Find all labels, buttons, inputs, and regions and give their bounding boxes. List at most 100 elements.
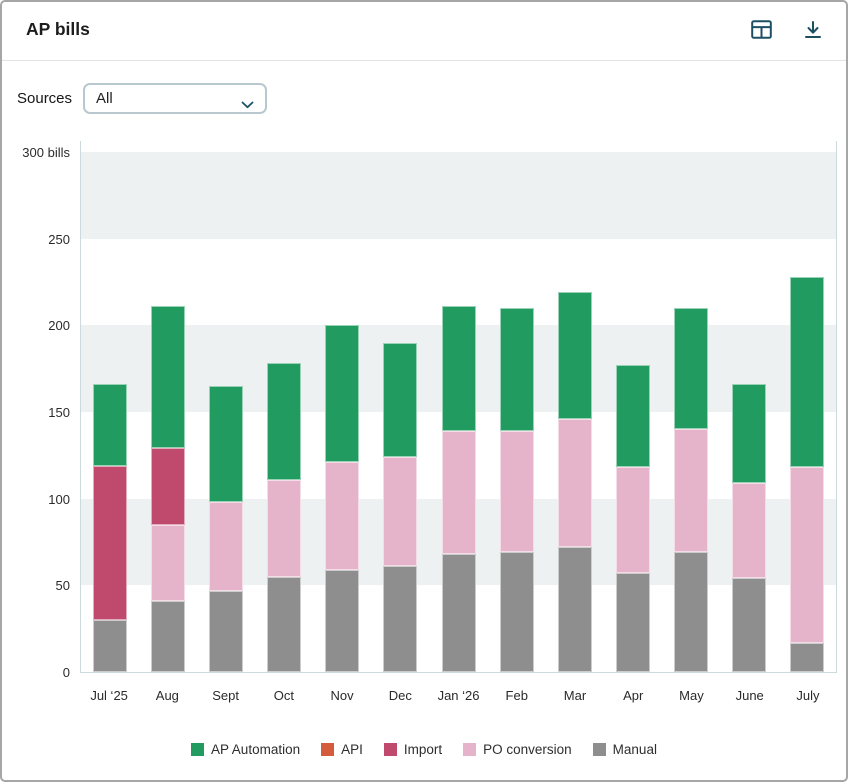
bar-stack-aug[interactable] xyxy=(151,306,186,672)
bar-segment-manual[interactable] xyxy=(789,642,824,672)
bar-segment-manual[interactable] xyxy=(151,600,186,672)
x-tick-label: Jul ‘25 xyxy=(90,688,128,703)
y-tick-label: 150 xyxy=(48,405,70,421)
bar-segment-manual[interactable] xyxy=(441,554,476,672)
sources-select[interactable]: All xyxy=(83,83,268,114)
bar-segment-manual[interactable] xyxy=(325,569,360,672)
bar-segment-import[interactable] xyxy=(93,465,128,621)
bar-segment-po-conversion[interactable] xyxy=(209,502,244,591)
bar-segment-po-conversion[interactable] xyxy=(731,483,766,579)
sources-label: Sources xyxy=(17,90,73,107)
bar-segment-po-conversion[interactable] xyxy=(673,429,708,553)
bar-segment-manual[interactable] xyxy=(615,573,650,672)
bar-segment-ap-automation[interactable] xyxy=(673,308,708,430)
bar-segment-ap-automation[interactable] xyxy=(325,325,360,463)
table-view-icon xyxy=(750,20,772,42)
bar-segment-po-conversion[interactable] xyxy=(383,457,418,567)
bar-slot xyxy=(255,142,313,672)
y-tick-label: 100 xyxy=(48,491,70,507)
bar-slot xyxy=(546,142,604,672)
legend-label: Manual xyxy=(612,742,657,757)
bar-segment-po-conversion[interactable] xyxy=(151,524,186,601)
x-tick-label: Feb xyxy=(505,688,528,703)
bar-segment-po-conversion[interactable] xyxy=(325,462,360,570)
legend-swatch xyxy=(383,743,397,756)
bar-segment-manual[interactable] xyxy=(93,620,128,672)
bar-stack-oct[interactable] xyxy=(267,363,302,672)
bar-segment-manual[interactable] xyxy=(209,590,244,672)
bar-segment-po-conversion[interactable] xyxy=(557,418,592,548)
bar-stack-dec[interactable] xyxy=(383,342,418,672)
header-actions xyxy=(750,20,824,42)
chart-legend: AP Automation API Import PO conversion Manua… xyxy=(2,742,846,757)
legend-item-ap-automation[interactable]: AP Automation xyxy=(191,742,300,757)
bar-stack-may[interactable] xyxy=(673,308,708,672)
bar-segment-manual[interactable] xyxy=(557,547,592,672)
bar-segment-ap-automation[interactable] xyxy=(441,306,476,432)
legend-label: AP Automation xyxy=(211,742,301,757)
bar-segment-ap-automation[interactable] xyxy=(731,384,766,484)
bar-segment-ap-automation[interactable] xyxy=(93,384,128,466)
legend-item-api[interactable]: API xyxy=(321,742,363,757)
table-view-button[interactable] xyxy=(750,20,772,42)
sources-filter: Sources All xyxy=(17,83,268,114)
bar-segment-import[interactable] xyxy=(151,448,186,525)
download-button[interactable] xyxy=(802,20,824,42)
bar-segment-ap-automation[interactable] xyxy=(151,306,186,449)
bar-segment-po-conversion[interactable] xyxy=(267,479,302,577)
bar-stack-sept[interactable] xyxy=(209,386,244,672)
bar-slot xyxy=(488,142,546,672)
bar-segment-manual[interactable] xyxy=(383,566,418,672)
chevron-down-icon xyxy=(241,96,254,114)
bar-segment-ap-automation[interactable] xyxy=(557,292,592,419)
x-tick-label: Oct xyxy=(273,688,294,703)
x-tick-label: June xyxy=(735,688,764,703)
x-tick-label: Nov xyxy=(330,688,354,703)
bar-segment-manual[interactable] xyxy=(267,576,302,672)
sources-select-value: All xyxy=(96,90,113,107)
bars-row xyxy=(81,142,836,672)
y-tick-label: 200 xyxy=(48,318,70,334)
bar-stack-feb[interactable] xyxy=(499,308,534,672)
bar-segment-manual[interactable] xyxy=(731,578,766,672)
bar-segment-po-conversion[interactable] xyxy=(615,467,650,574)
bar-segment-manual[interactable] xyxy=(499,552,534,672)
x-tick-label: Sept xyxy=(212,688,239,703)
bar-segment-ap-automation[interactable] xyxy=(789,276,824,468)
bar-segment-po-conversion[interactable] xyxy=(441,431,476,555)
bar-segment-ap-automation[interactable] xyxy=(209,386,244,503)
bar-segment-po-conversion[interactable] xyxy=(789,467,824,643)
bar-segment-manual[interactable] xyxy=(673,552,708,672)
bar-segment-po-conversion[interactable] xyxy=(499,431,534,553)
page-title: AP bills xyxy=(26,19,90,39)
x-axis: Jul ‘25 Aug Sept Oct Nov Dec Jan ‘26 Feb Mar Apr M… xyxy=(80,688,837,703)
legend-swatch xyxy=(592,743,606,756)
bar-segment-ap-automation[interactable] xyxy=(383,342,418,458)
y-tick-label: 50 xyxy=(55,578,70,594)
bar-segment-ap-automation[interactable] xyxy=(615,365,650,468)
bar-slot xyxy=(720,142,778,672)
x-tick-label: May xyxy=(679,688,704,703)
header-divider xyxy=(2,60,846,61)
bar-stack-apr[interactable] xyxy=(615,365,650,672)
bar-stack-jul-25[interactable] xyxy=(93,384,128,672)
bar-stack-mar[interactable] xyxy=(557,292,592,672)
bar-slot xyxy=(197,142,255,672)
bar-stack-june[interactable] xyxy=(731,384,766,672)
bar-slot xyxy=(313,142,371,672)
bar-slot xyxy=(778,142,836,672)
x-tick-label: Apr xyxy=(623,688,644,703)
x-tick-label: Mar xyxy=(563,688,587,703)
legend-item-manual[interactable]: Manual xyxy=(592,742,657,757)
legend-item-import[interactable]: Import xyxy=(383,742,442,757)
bar-slot xyxy=(662,142,720,672)
bar-stack-nov[interactable] xyxy=(325,325,360,672)
legend-item-po-conversion[interactable]: PO conversion xyxy=(463,742,572,757)
bar-stack-jan-26[interactable] xyxy=(441,306,476,672)
x-tick-label: July xyxy=(796,688,820,703)
bar-segment-ap-automation[interactable] xyxy=(267,363,302,480)
y-tick-label: 300 bills xyxy=(22,145,70,161)
bar-stack-july[interactable] xyxy=(789,276,824,672)
y-tick-label: 250 xyxy=(48,231,70,247)
bar-segment-ap-automation[interactable] xyxy=(499,308,534,432)
